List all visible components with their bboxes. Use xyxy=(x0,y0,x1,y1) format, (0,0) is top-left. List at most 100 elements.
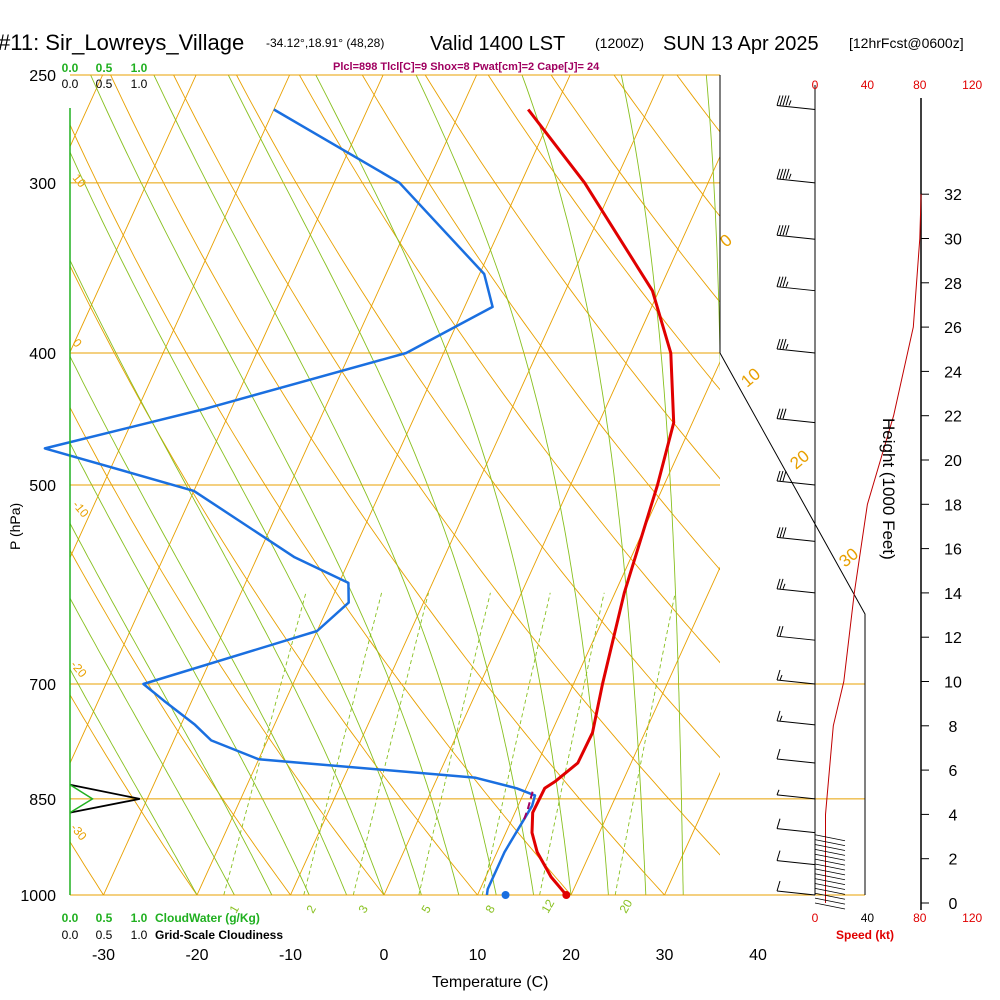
height-tick-label: 0 xyxy=(949,896,958,913)
speed-tick-top: 80 xyxy=(913,78,927,92)
wind-barb-flag xyxy=(785,225,790,236)
mixing-ratio-label: 20 xyxy=(616,897,635,916)
mixing-ratio-line xyxy=(223,592,307,895)
surface-wind-hatch xyxy=(814,844,846,851)
speed-tick-bottom: 120 xyxy=(962,911,982,925)
wind-speed-profile xyxy=(825,194,922,903)
temperature-tick-label: 30 xyxy=(656,947,674,964)
cloudwater-tick-bottom: 1.0 xyxy=(131,911,148,925)
moist-adiabat-line xyxy=(153,75,497,895)
wind-barb-shaft xyxy=(776,234,816,240)
wind-barb-flag xyxy=(779,408,784,419)
speed-tick-bottom: 80 xyxy=(913,911,927,925)
temperature-tick-label: -30 xyxy=(92,947,115,964)
mixing-ratio-line xyxy=(352,592,429,895)
moist-adiabat-label: 20 xyxy=(786,446,813,473)
wind-barb-flag xyxy=(779,168,784,179)
temperature-tick-label: -20 xyxy=(185,947,208,964)
dry-adiabat-label: -20 xyxy=(68,658,90,681)
isotherm-line xyxy=(70,75,197,354)
cloudwater-tick-top: 1.0 xyxy=(131,61,148,75)
moist-adiabat-line xyxy=(705,75,720,374)
wind-barb-flag xyxy=(779,470,784,482)
wind-barb-flag xyxy=(779,578,784,589)
dry-adiabat-line xyxy=(70,840,105,895)
temperature-profile xyxy=(527,108,676,896)
mixing-ratio-line xyxy=(614,592,676,895)
surface-wind-hatch xyxy=(814,873,846,881)
dry-adiabat-line xyxy=(70,549,292,895)
wind-barb-flag xyxy=(776,710,781,721)
wind-barb-flag xyxy=(782,225,787,236)
height-tick-label: 8 xyxy=(949,719,958,736)
surface-wind-hatch xyxy=(814,883,846,890)
zulu-time: (1200Z) xyxy=(595,35,644,51)
wind-barb-half xyxy=(788,173,792,180)
height-tick-label: 28 xyxy=(944,276,962,293)
wind-barb-shaft xyxy=(776,860,816,866)
mixing-ratio-label: 12 xyxy=(538,897,557,916)
wind-panel: 0246810121416182022242628303200404080801… xyxy=(776,78,983,925)
cloudiness-tick-bottom: 0.5 xyxy=(96,928,113,942)
temperature-tick-label: 0 xyxy=(380,947,389,964)
wind-barb-shaft xyxy=(776,536,816,542)
height-tick-label: 4 xyxy=(949,807,958,824)
moist-adiabat-line xyxy=(70,597,235,895)
wind-barb-shaft xyxy=(776,286,816,292)
surface-temperature-dot xyxy=(562,891,571,899)
profiles xyxy=(43,108,676,899)
height-axis-label: Height (1000 Feet) xyxy=(879,418,898,560)
pressure-tick-label: 700 xyxy=(29,677,56,694)
temperature-tick-label: 10 xyxy=(469,947,487,964)
cloudwater-tick-top: 0.0 xyxy=(62,61,79,75)
wind-barb-flag xyxy=(776,276,781,287)
cloudwater-tick-top: 0.5 xyxy=(96,61,113,75)
moist-adiabat-label: 0 xyxy=(716,230,735,251)
dry-adiabat-line xyxy=(424,75,720,480)
moist-adiabat-line xyxy=(70,442,310,895)
wind-barb-shaft xyxy=(776,794,816,800)
surface-wind-hatch xyxy=(814,892,846,900)
wind-barb-shaft xyxy=(776,890,816,896)
dewpoint-profile xyxy=(43,108,537,896)
surface-wind-hatch xyxy=(814,858,846,866)
height-tick-label: 12 xyxy=(944,630,962,647)
isotherm-line xyxy=(852,75,1000,895)
isotherm-line xyxy=(0,75,9,895)
station-coords: -34.12°,18.91° (48,28) xyxy=(266,36,384,50)
mixing-ratio-label: 8 xyxy=(482,902,498,915)
height-tick-label: 10 xyxy=(944,675,962,692)
wind-barb-shaft xyxy=(776,720,816,726)
moist-adiabat-line xyxy=(227,75,535,895)
cloudiness-tick-bottom: 1.0 xyxy=(131,928,148,942)
height-tick-label: 6 xyxy=(949,763,958,780)
surface-wind-hatch xyxy=(814,849,846,856)
dry-adiabat-label: -30 xyxy=(68,821,90,844)
wind-barb-flag xyxy=(782,527,787,538)
mixing-ratio-label: 3 xyxy=(355,902,371,915)
pressure-tick-label: 1000 xyxy=(20,888,56,905)
moist-adiabat-line xyxy=(70,668,198,895)
cloudwater-label: CloudWater (g/Kg) xyxy=(155,911,260,925)
height-tick-label: 18 xyxy=(944,497,962,514)
wind-barb-flag xyxy=(776,470,781,482)
moist-adiabat-line xyxy=(70,259,385,895)
wind-barb-shaft xyxy=(776,758,816,764)
height-tick-label: 2 xyxy=(949,852,958,869)
wind-barb-flag xyxy=(776,408,781,419)
pressure-tick-label: 500 xyxy=(29,478,56,495)
wind-barb-shaft xyxy=(776,418,816,424)
height-tick-label: 30 xyxy=(944,232,962,249)
surface-wind-hatch xyxy=(814,834,846,842)
wind-barb-flag xyxy=(776,527,781,538)
wind-barb-flag xyxy=(776,578,781,589)
wind-barb-flag xyxy=(779,276,784,287)
pressure-tick-label: 250 xyxy=(29,68,56,85)
wind-barb-shaft xyxy=(776,104,816,110)
surface-dewpoint-dot xyxy=(501,891,510,899)
wind-barb-flag xyxy=(782,408,787,419)
wind-barb-flag xyxy=(785,168,790,179)
